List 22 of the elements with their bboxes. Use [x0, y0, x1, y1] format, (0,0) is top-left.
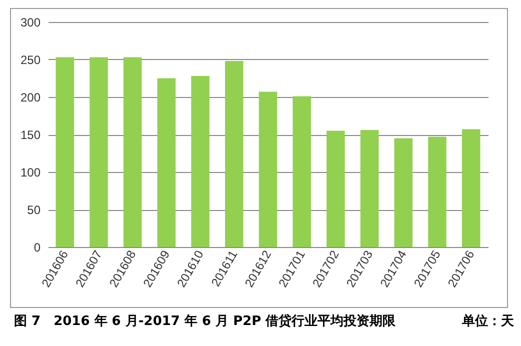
bar	[157, 78, 176, 247]
y-tick-label: 300	[20, 16, 41, 30]
bar	[428, 136, 446, 247]
bar	[292, 96, 311, 247]
bar	[191, 76, 210, 247]
bar	[258, 92, 278, 247]
y-tick-label: 200	[20, 90, 41, 104]
bar	[462, 129, 480, 247]
y-tick-label: 50	[27, 203, 41, 217]
bar	[90, 57, 108, 247]
bar	[123, 57, 142, 247]
text: 图 7 2016 年 6 月-2017 年 6 月 P2P 借贷行业平均投资期限	[14, 312, 396, 330]
y-tick-label: 0	[34, 240, 41, 254]
text: 单位：天	[462, 313, 514, 330]
bar	[225, 61, 244, 247]
bar	[56, 57, 74, 247]
bar	[394, 138, 413, 247]
bar	[326, 130, 345, 247]
y-tick-label: 150	[20, 128, 41, 142]
bar	[360, 130, 379, 247]
y-tick-label: 100	[20, 166, 41, 180]
y-tick-label: 250	[20, 53, 41, 67]
